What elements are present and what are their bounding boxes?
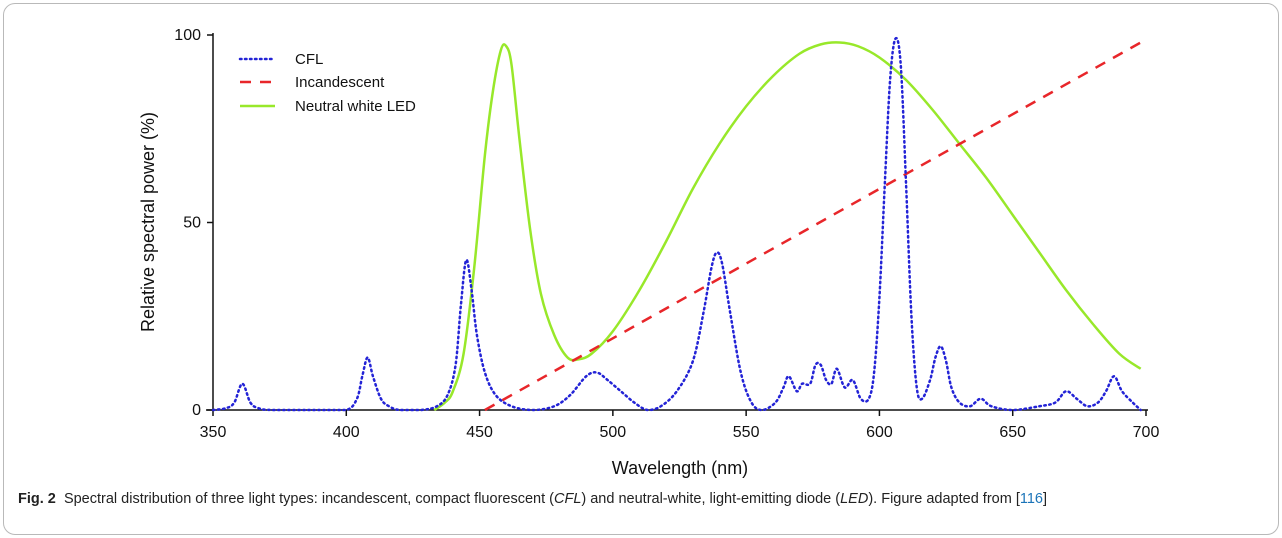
caption-text-4: ] bbox=[1042, 491, 1047, 507]
x-tick-label: 350 bbox=[200, 424, 227, 441]
x-tick-label: 700 bbox=[1133, 424, 1160, 441]
x-tick-label: 400 bbox=[333, 424, 360, 441]
series-line-led bbox=[433, 41, 1142, 412]
caption-text-3: ). Figure adapted from [ bbox=[868, 491, 1020, 507]
y-tick-label: 100 bbox=[174, 27, 201, 44]
x-tick-label: 650 bbox=[999, 424, 1026, 441]
x-tick-label: 450 bbox=[466, 424, 493, 441]
caption-text-1: Spectral distribution of three light typ… bbox=[63, 491, 554, 507]
x-tick-label: 550 bbox=[733, 424, 760, 441]
figure-frame bbox=[3, 3, 1279, 535]
legend: CFL Incandescent Neutral white LED bbox=[238, 51, 416, 115]
x-tick-label: 500 bbox=[600, 424, 627, 441]
legend-label-led: Neutral white LED bbox=[295, 98, 416, 115]
figure-label: Fig. 2 bbox=[18, 491, 56, 507]
y-tick-label: 50 bbox=[183, 215, 201, 232]
caption-text-2: ) and neutral-white, light-emitting diod… bbox=[581, 491, 841, 507]
y-axis-title: Relative spectral power (%) bbox=[138, 112, 158, 332]
series-layer bbox=[211, 36, 1142, 412]
axis-ticks: 350 400 450 500 550 600 650 700 0 50 100 bbox=[174, 27, 1159, 441]
legend-label-incandescent: Incandescent bbox=[295, 74, 385, 91]
figure-caption: Fig. 2 Spectral distribution of three li… bbox=[18, 489, 1263, 510]
x-tick-label: 600 bbox=[866, 424, 893, 441]
x-axis-title: Wavelength (nm) bbox=[612, 458, 748, 478]
y-tick-label: 0 bbox=[192, 402, 201, 419]
caption-abbr-cfl: CFL bbox=[553, 491, 582, 507]
series-line-incandescent bbox=[484, 41, 1142, 412]
legend-label-cfl: CFL bbox=[295, 51, 323, 68]
series-line-cfl bbox=[211, 36, 1142, 412]
caption-abbr-led: LED bbox=[840, 491, 869, 507]
caption-reference-link[interactable]: 116 bbox=[1019, 491, 1043, 507]
